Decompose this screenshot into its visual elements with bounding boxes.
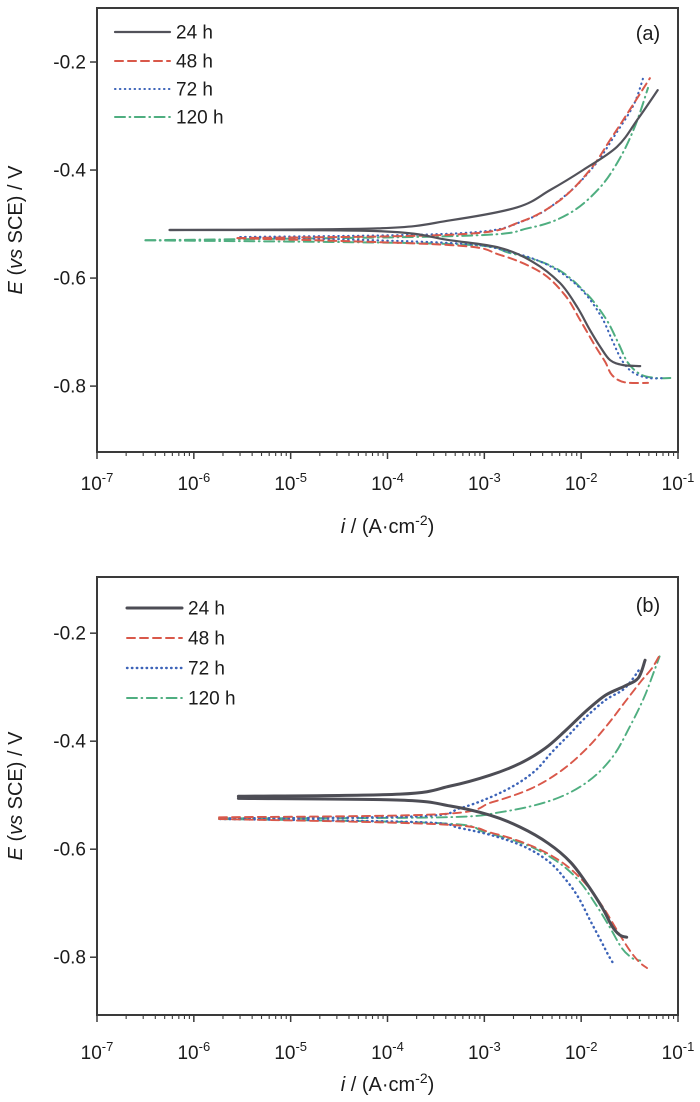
series-120h-cathodic-curve — [144, 239, 672, 380]
legend-label: 120 h — [188, 689, 236, 710]
y-tick-label: -0.4 — [53, 732, 86, 753]
series-24h-anodic-curve — [168, 89, 659, 232]
x-tick-label: 10-5 — [274, 470, 307, 495]
y-axis-title: E (vs SCE) / V — [5, 165, 27, 295]
series-24h-cathodic-curve — [236, 796, 629, 939]
chart-panel-a: 10-7 10-6 10-5 10-4 10-3 10-2 10-1 -0.2 -0.4 -0.6… — [5, 7, 695, 538]
y-tick-label: -0.8 — [53, 948, 86, 969]
series-48h-cathodic-curve — [236, 237, 649, 385]
y-tick-label: -0.2 — [53, 624, 86, 645]
series-48h-anodic-curve — [236, 77, 651, 240]
series-120h-anodic-curve — [218, 655, 661, 820]
y-axis-title: E (vs SCE) / V — [5, 731, 27, 861]
series-72h-cathodic-curve — [239, 235, 667, 380]
panel-label: (b) — [636, 595, 660, 617]
x-axis-title: i / (A·cm-2) — [341, 512, 435, 538]
x-tick-label: 10-3 — [468, 1039, 501, 1064]
x-tick-label: 10-6 — [177, 1039, 210, 1064]
x-tick-label: 10-5 — [274, 1039, 307, 1064]
legend-label: 24 h — [176, 23, 213, 44]
x-axis-ticks — [96, 452, 679, 459]
series-72h-anodic-curve — [218, 667, 642, 820]
x-tick-label: 10-4 — [371, 1039, 404, 1064]
panel-label: (a) — [636, 23, 660, 45]
chart-panel-b: 10-7 10-6 10-5 10-4 10-3 10-2 10-1 -0.2 -0.4 -0.6… — [5, 576, 695, 1096]
y-tick-label: -0.8 — [53, 377, 86, 398]
x-tick-label: 10-2 — [565, 1039, 598, 1064]
x-tick-label: 10-7 — [81, 470, 114, 495]
x-tick-label: 10-1 — [662, 1039, 695, 1064]
series-24h-anodic-curve — [236, 658, 647, 798]
x-axis-title: i / (A·cm-2) — [341, 1070, 435, 1096]
legend-label: 48 h — [176, 52, 213, 73]
x-tick-label: 10-4 — [371, 470, 404, 495]
y-tick-label: -0.2 — [53, 53, 86, 74]
series-24h-cathodic-curve — [168, 228, 642, 368]
x-axis-ticks — [96, 1015, 679, 1022]
y-tick-label: -0.6 — [53, 269, 86, 290]
legend-label: 24 h — [188, 599, 225, 620]
series-72h-anodic-curve — [239, 77, 645, 239]
legend-label: 72 h — [176, 80, 213, 101]
series-120h-cathodic-curve — [218, 818, 642, 962]
series-48h-cathodic-curve — [218, 818, 648, 969]
series-48h-anodic-curve — [218, 654, 661, 819]
y-tick-label: -0.4 — [53, 161, 86, 182]
x-tick-label: 10-3 — [468, 470, 501, 495]
legend-label: 120 h — [176, 108, 224, 129]
x-tick-label: 10-1 — [662, 470, 695, 495]
series-72h-cathodic-curve — [218, 817, 615, 965]
legend-label: 48 h — [188, 629, 225, 650]
y-tick-label: -0.6 — [53, 840, 86, 861]
x-tick-label: 10-6 — [177, 470, 210, 495]
x-tick-label: 10-7 — [81, 1039, 114, 1064]
x-tick-label: 10-2 — [565, 470, 598, 495]
legend-label: 72 h — [188, 659, 225, 680]
